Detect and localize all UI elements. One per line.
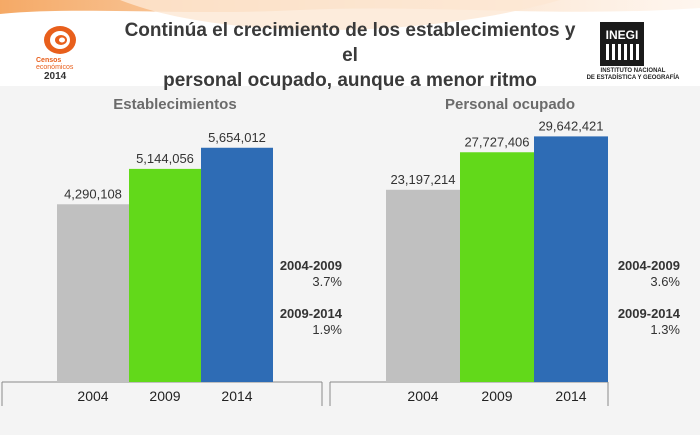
- chart1-value-label-2014: 5,654,012: [208, 130, 266, 145]
- chart2-growth-1-period: 2004-2009: [617, 258, 680, 273]
- inegi-mark-text: INEGI: [606, 28, 639, 42]
- inegi-line1: INSTITUTO NACIONAL: [600, 68, 666, 74]
- chart1-bar-2014: [201, 147, 273, 382]
- chart1-growth-1-rate: 3.7%: [312, 274, 342, 289]
- chart2-tick-label-2014: 2014: [555, 388, 586, 404]
- censos-ring-icon: [44, 26, 76, 54]
- chart2-growth-1-rate: 3.6%: [650, 274, 680, 289]
- censos-year: 2014: [44, 71, 67, 82]
- chart1-growth-2: 2009-2014 1.9%: [262, 306, 342, 338]
- title-line2: personal ocupado, aunque a menor ritmo: [163, 70, 537, 91]
- chart2-title: Personal ocupado: [444, 96, 576, 113]
- chart2-value-label-2009: 27,727,406: [464, 134, 529, 149]
- chart2-value-label-2004: 23,197,214: [390, 172, 455, 187]
- chart2-growth-1: 2004-2009 3.6%: [598, 258, 680, 290]
- chart1-bar-2004: [57, 204, 129, 382]
- chart2-growth-2: 2009-2014 1.3%: [598, 306, 680, 338]
- decorative-swirl: [0, 0, 700, 30]
- chart1-tick-label-2009: 2009: [149, 388, 180, 404]
- chart1-title: Establecimientos: [113, 96, 237, 113]
- chart1-growth-1: 2004-2009 3.7%: [262, 258, 342, 290]
- header-band: [0, 0, 700, 86]
- chart1-growth-2-rate: 1.9%: [312, 322, 342, 337]
- chart1-bar-2009: [129, 168, 201, 382]
- censos-economicos-logo: Censos económicos 2014: [36, 24, 96, 86]
- chart2-bar-2009: [460, 152, 534, 382]
- chart1-growth-1-period: 2004-2009: [279, 258, 342, 273]
- chart1-value-label-2009: 5,144,056: [136, 151, 194, 166]
- chart2-growth-2-period: 2009-2014: [617, 306, 680, 321]
- chart2-bar-2014: [534, 136, 608, 382]
- chart2-growth-2-rate: 1.3%: [650, 322, 680, 337]
- inegi-line2: DE ESTADÍSTICA Y GEOGRAFÍA: [586, 75, 680, 81]
- chart2-tick-label-2004: 2004: [407, 388, 438, 404]
- chart2-bar-2004: [386, 189, 460, 382]
- chart1-tick-label-2004: 2004: [77, 388, 108, 404]
- chart1-tick-label-2014: 2014: [221, 388, 252, 404]
- censos-line1: Censos: [36, 57, 62, 64]
- inegi-text: INSTITUTO NACIONAL DE ESTADÍSTICA Y GEOG…: [578, 68, 688, 82]
- chart1-growth-2-period: 2009-2014: [279, 306, 342, 321]
- inegi-mark-icon: INEGI: [600, 22, 644, 66]
- inegi-logo: INEGI INSTITUTO NACIONAL DE ESTADÍSTICA …: [578, 22, 688, 84]
- chart2-value-label-2014: 29,642,421: [538, 118, 603, 133]
- title-line1: Continúa el crecimiento de los estableci…: [124, 20, 576, 66]
- chart2-tick-label-2009: 2009: [481, 388, 512, 404]
- censos-line2: económicos: [36, 64, 74, 71]
- chart1-value-label-2004: 4,290,108: [64, 186, 122, 201]
- page-title: Continúa el crecimiento de los estableci…: [120, 18, 580, 93]
